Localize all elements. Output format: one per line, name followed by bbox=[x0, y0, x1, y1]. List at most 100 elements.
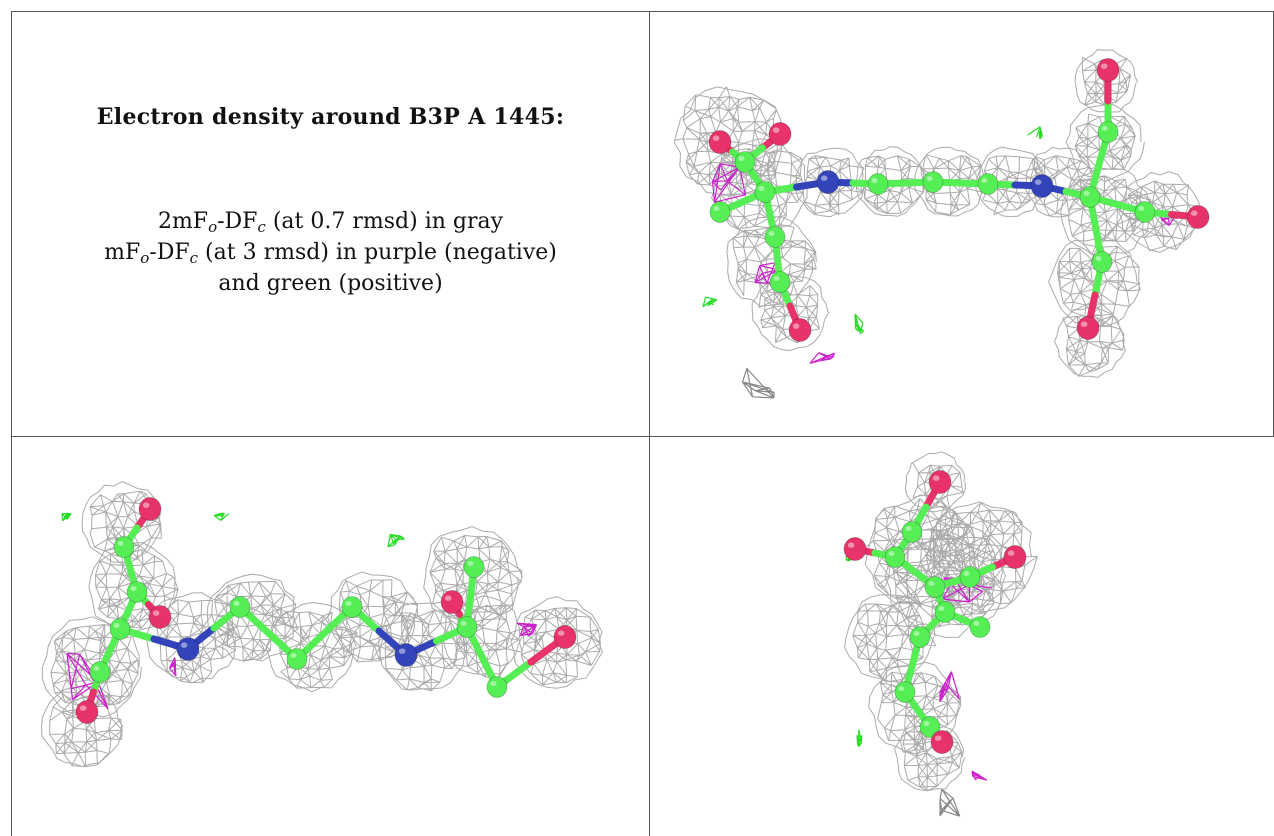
atom-highlight bbox=[1081, 321, 1088, 327]
carbon-atom bbox=[1080, 187, 1100, 208]
nitrogen-atom bbox=[395, 643, 417, 666]
figure-heading: Electron density around B3P A 1445: bbox=[97, 104, 565, 130]
atom-highlight bbox=[982, 178, 988, 183]
atom-highlight bbox=[759, 186, 765, 191]
carbon-atom bbox=[464, 557, 484, 578]
oxygen-atom bbox=[789, 318, 811, 341]
atom-highlight bbox=[929, 581, 935, 586]
atom-highlight bbox=[399, 648, 406, 654]
legend-subscript: c bbox=[257, 218, 265, 236]
atom-highlight bbox=[964, 571, 970, 576]
atom-highlight bbox=[1191, 210, 1198, 216]
atom-highlight bbox=[234, 601, 240, 606]
atom-highlight bbox=[714, 206, 720, 211]
legend: 2mFo-DFc (at 0.7 rmsd) in gray mFo-DFc (… bbox=[104, 206, 557, 299]
atom-highlight bbox=[558, 630, 565, 636]
carbon-atom bbox=[755, 182, 775, 203]
atom-highlight bbox=[713, 135, 720, 141]
legend-term: 2mF bbox=[158, 209, 208, 234]
density-view-top-right bbox=[650, 12, 1273, 436]
atom-highlight bbox=[769, 231, 775, 236]
legend-term: -DF bbox=[217, 209, 257, 234]
gray-density-mesh bbox=[674, 50, 1199, 378]
atom-highlight bbox=[939, 606, 945, 611]
atom-highlight bbox=[114, 623, 120, 628]
atom-highlight bbox=[933, 475, 940, 481]
carbon-atom bbox=[935, 602, 955, 623]
positive-density bbox=[62, 513, 71, 520]
atom-highlight bbox=[491, 681, 497, 686]
legend-term: mF bbox=[104, 240, 140, 265]
atom-highlight bbox=[906, 526, 912, 531]
legend-subscript: c bbox=[190, 249, 198, 267]
positive-density bbox=[1028, 127, 1043, 139]
legend-line-2fofc: 2mFo-DFc (at 0.7 rmsd) in gray bbox=[104, 206, 557, 237]
carbon-atom bbox=[885, 547, 905, 568]
density-view-bottom-right bbox=[650, 437, 1274, 836]
molecule-render-side bbox=[12, 437, 649, 836]
carbon-atom bbox=[910, 627, 930, 648]
atom-highlight bbox=[1096, 256, 1102, 261]
positive-density bbox=[857, 730, 862, 747]
carbon-atom bbox=[868, 174, 888, 195]
atom-highlight bbox=[461, 621, 467, 626]
atom-highlight bbox=[153, 610, 160, 616]
carbon-atom bbox=[230, 597, 250, 618]
atom-highlight bbox=[445, 595, 452, 601]
atom-highlight bbox=[1084, 191, 1090, 196]
carbon-atom bbox=[1098, 122, 1118, 143]
carbon-atom bbox=[90, 662, 110, 683]
carbon-atom bbox=[287, 649, 307, 670]
oxygen-atom bbox=[844, 537, 866, 560]
legend-line-positive: and green (positive) bbox=[104, 268, 557, 299]
atom-highlight bbox=[872, 178, 878, 183]
atom-highlight bbox=[924, 721, 930, 726]
atom-highlight bbox=[821, 175, 828, 181]
atom-highlight bbox=[935, 735, 942, 741]
atom-highlight bbox=[131, 586, 137, 591]
atom-highlight bbox=[773, 127, 780, 132]
atom-highlight bbox=[1139, 206, 1145, 211]
atom-highlight bbox=[1102, 126, 1108, 131]
atom-highlight bbox=[914, 631, 920, 636]
carbon-atom bbox=[960, 567, 980, 588]
molecule-render-top bbox=[650, 12, 1273, 436]
atom-highlight bbox=[94, 666, 100, 671]
oxygen-atom bbox=[769, 122, 791, 145]
carbon-atom bbox=[770, 272, 790, 293]
carbon-atom bbox=[1092, 252, 1112, 273]
oxygen-atom bbox=[554, 625, 576, 648]
nitrogen-atom bbox=[817, 170, 839, 193]
positive-density bbox=[214, 513, 229, 520]
carbon-atom bbox=[1135, 202, 1155, 223]
negative-density bbox=[972, 771, 987, 780]
positive-density bbox=[703, 297, 717, 307]
caption-cell: Electron density around B3P A 1445: 2mFo… bbox=[12, 12, 649, 436]
atom-highlight bbox=[1008, 550, 1015, 556]
atom-highlight bbox=[291, 653, 297, 658]
legend-line-fofc: mFo-DFc (at 3 rmsd) in purple (negative) bbox=[104, 237, 557, 268]
carbon-atom bbox=[902, 522, 922, 543]
legend-subscript: o bbox=[208, 218, 217, 236]
oxygen-atom bbox=[1097, 58, 1119, 81]
atom-highlight bbox=[346, 601, 352, 606]
carbon-atom bbox=[127, 582, 147, 603]
oxygen-atom bbox=[1004, 545, 1026, 568]
oxygen-atom bbox=[76, 700, 98, 723]
legend-text: (at 3 rmsd) in purple (negative) bbox=[198, 240, 557, 265]
mesh-segment bbox=[42, 687, 124, 767]
atom-highlight bbox=[889, 551, 895, 556]
oxygen-atom bbox=[1077, 316, 1099, 339]
atom-highlight bbox=[774, 276, 780, 281]
atom-highlight bbox=[899, 686, 905, 691]
carbon-atom bbox=[110, 619, 130, 640]
molecule-render-end bbox=[650, 437, 1274, 836]
carbon-atom bbox=[114, 537, 134, 558]
carbon-atom bbox=[765, 227, 785, 248]
positive-density bbox=[855, 314, 864, 334]
atom-highlight bbox=[848, 542, 855, 548]
atom-highlight bbox=[1101, 63, 1108, 69]
carbon-atom bbox=[925, 577, 945, 598]
atom-highlight bbox=[143, 502, 150, 508]
